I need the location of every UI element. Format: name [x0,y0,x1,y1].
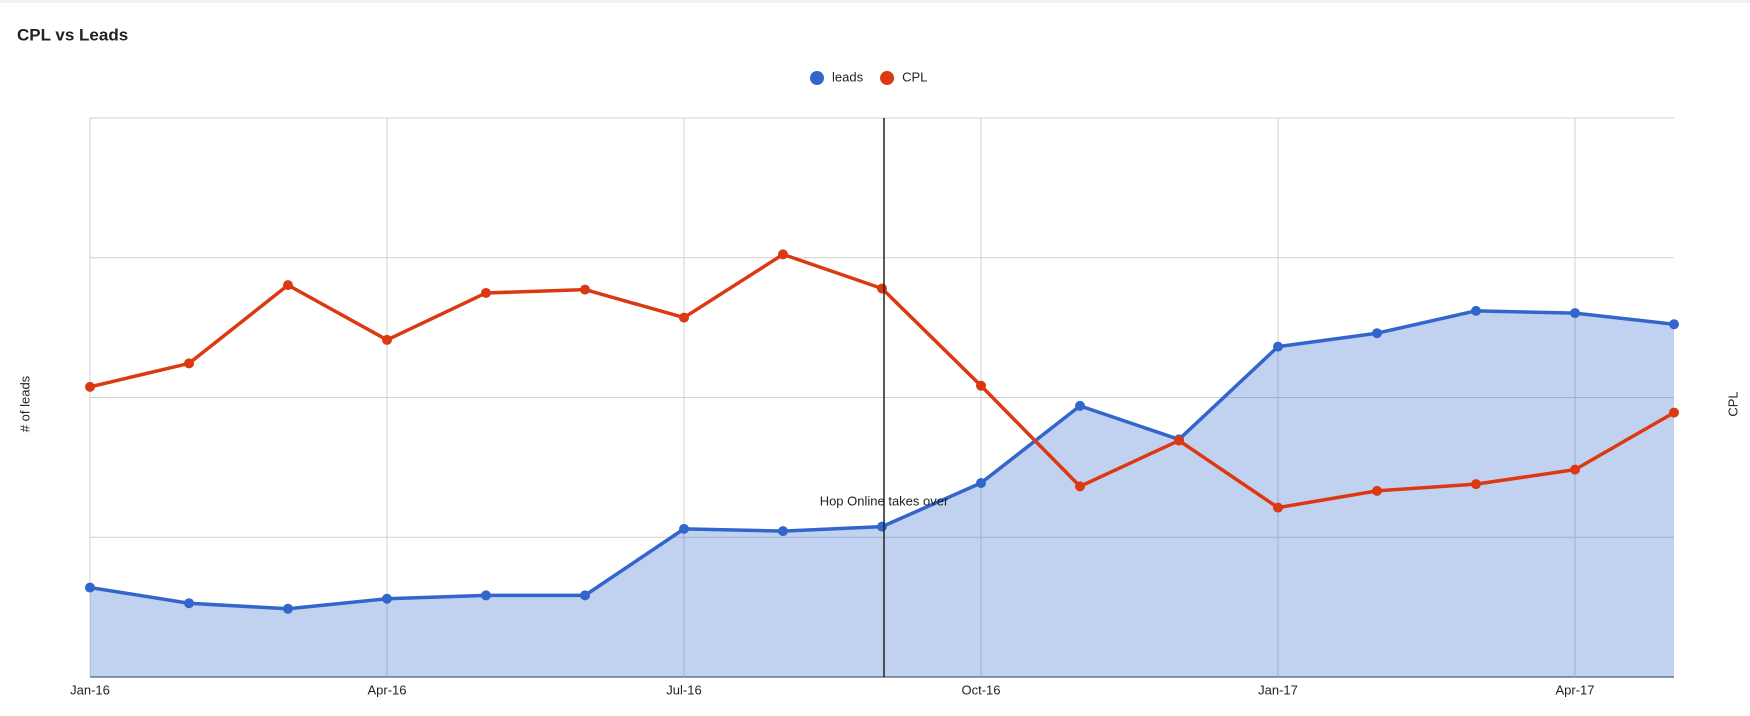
data-point [1075,481,1085,492]
data-point [1570,308,1580,319]
data-point [283,603,293,614]
data-point [877,521,887,532]
data-point [481,287,491,298]
data-point [679,312,689,323]
legend-label: leads [832,69,864,84]
legend-marker [880,71,895,85]
top-strip [0,0,1750,3]
data-point [382,334,392,345]
data-point [1471,479,1481,490]
data-point [1570,464,1580,475]
data-point [1273,502,1283,513]
data-point [1669,407,1679,418]
y-axis-label: # of leads [17,375,32,432]
data-point [1471,305,1481,316]
x-tick-label: Jan-17 [1258,682,1298,697]
legend-label: CPL [902,69,927,84]
data-point [85,381,95,392]
data-point [184,598,194,609]
x-tick-label: Oct-16 [961,682,1000,697]
data-point [580,284,590,295]
data-point [85,582,95,593]
data-point [481,590,491,601]
data-point [976,380,986,391]
chart-title: CPL vs Leads [17,25,128,44]
x-tick-label: Apr-17 [1555,682,1594,697]
annotation-label: Hop Online takes over [820,493,949,508]
data-point [1669,319,1679,330]
data-point [679,523,689,534]
data-point [1273,341,1283,352]
data-point [1174,435,1184,446]
data-point [778,249,788,260]
data-point [1372,328,1382,339]
data-point [184,358,194,369]
series-area [90,310,1674,677]
data-point [1372,485,1382,496]
data-point [778,526,788,537]
data-point [976,478,986,489]
data-point [382,593,392,604]
x-tick-label: Jul-16 [666,682,701,697]
data-point [283,280,293,291]
data-point [877,283,887,294]
data-point [580,590,590,601]
legend-marker [810,71,824,85]
x-tick-label: Apr-16 [367,682,406,697]
x-tick-label: Jan-16 [70,682,110,697]
data-point [1075,400,1085,411]
y2-axis-label: CPL [1725,391,1740,416]
